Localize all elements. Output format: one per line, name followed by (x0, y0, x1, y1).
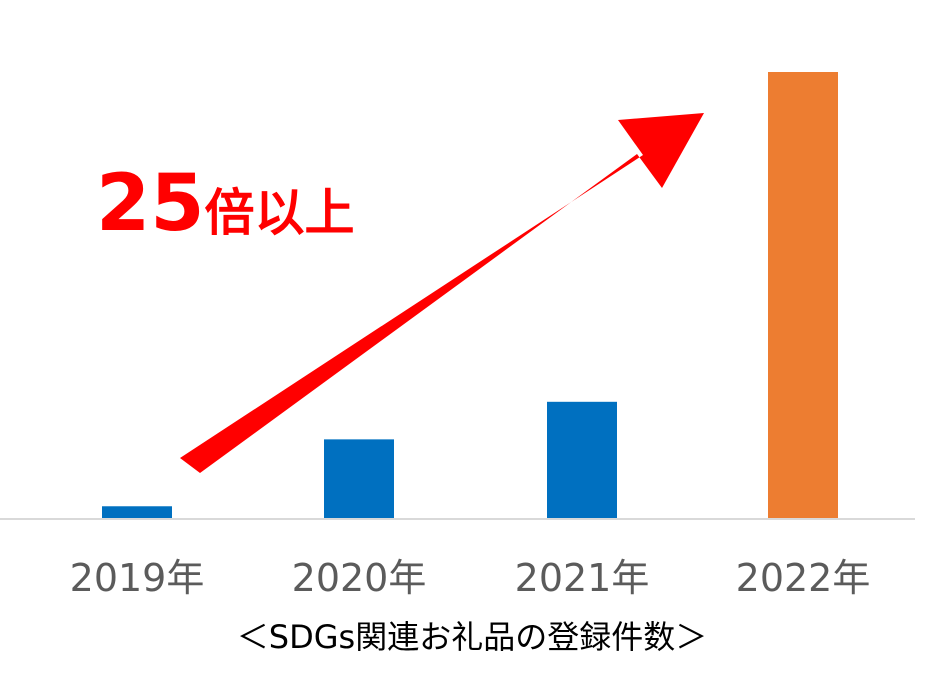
x-tick-labels: 2019年 2020年 2021年 2022年 (70, 556, 871, 600)
growth-suffix: 倍以上 (205, 184, 355, 242)
bar-2020 (324, 439, 394, 518)
x-tick-label: 2019年 (70, 556, 205, 600)
bars-group (102, 72, 838, 518)
bar-2022 (768, 72, 838, 518)
bar-2021 (547, 401, 617, 518)
bar-2019 (102, 506, 172, 518)
chart-caption: ＜SDGs関連お礼品の登録件数＞ (236, 618, 708, 656)
x-tick-label: 2021年 (515, 556, 650, 600)
x-tick-label: 2020年 (292, 556, 427, 600)
growth-multiplier: 25 (96, 159, 205, 249)
growth-annotation: 25倍以上 (96, 159, 355, 249)
growth-arrow (180, 113, 704, 473)
x-tick-label: 2022年 (736, 556, 871, 600)
